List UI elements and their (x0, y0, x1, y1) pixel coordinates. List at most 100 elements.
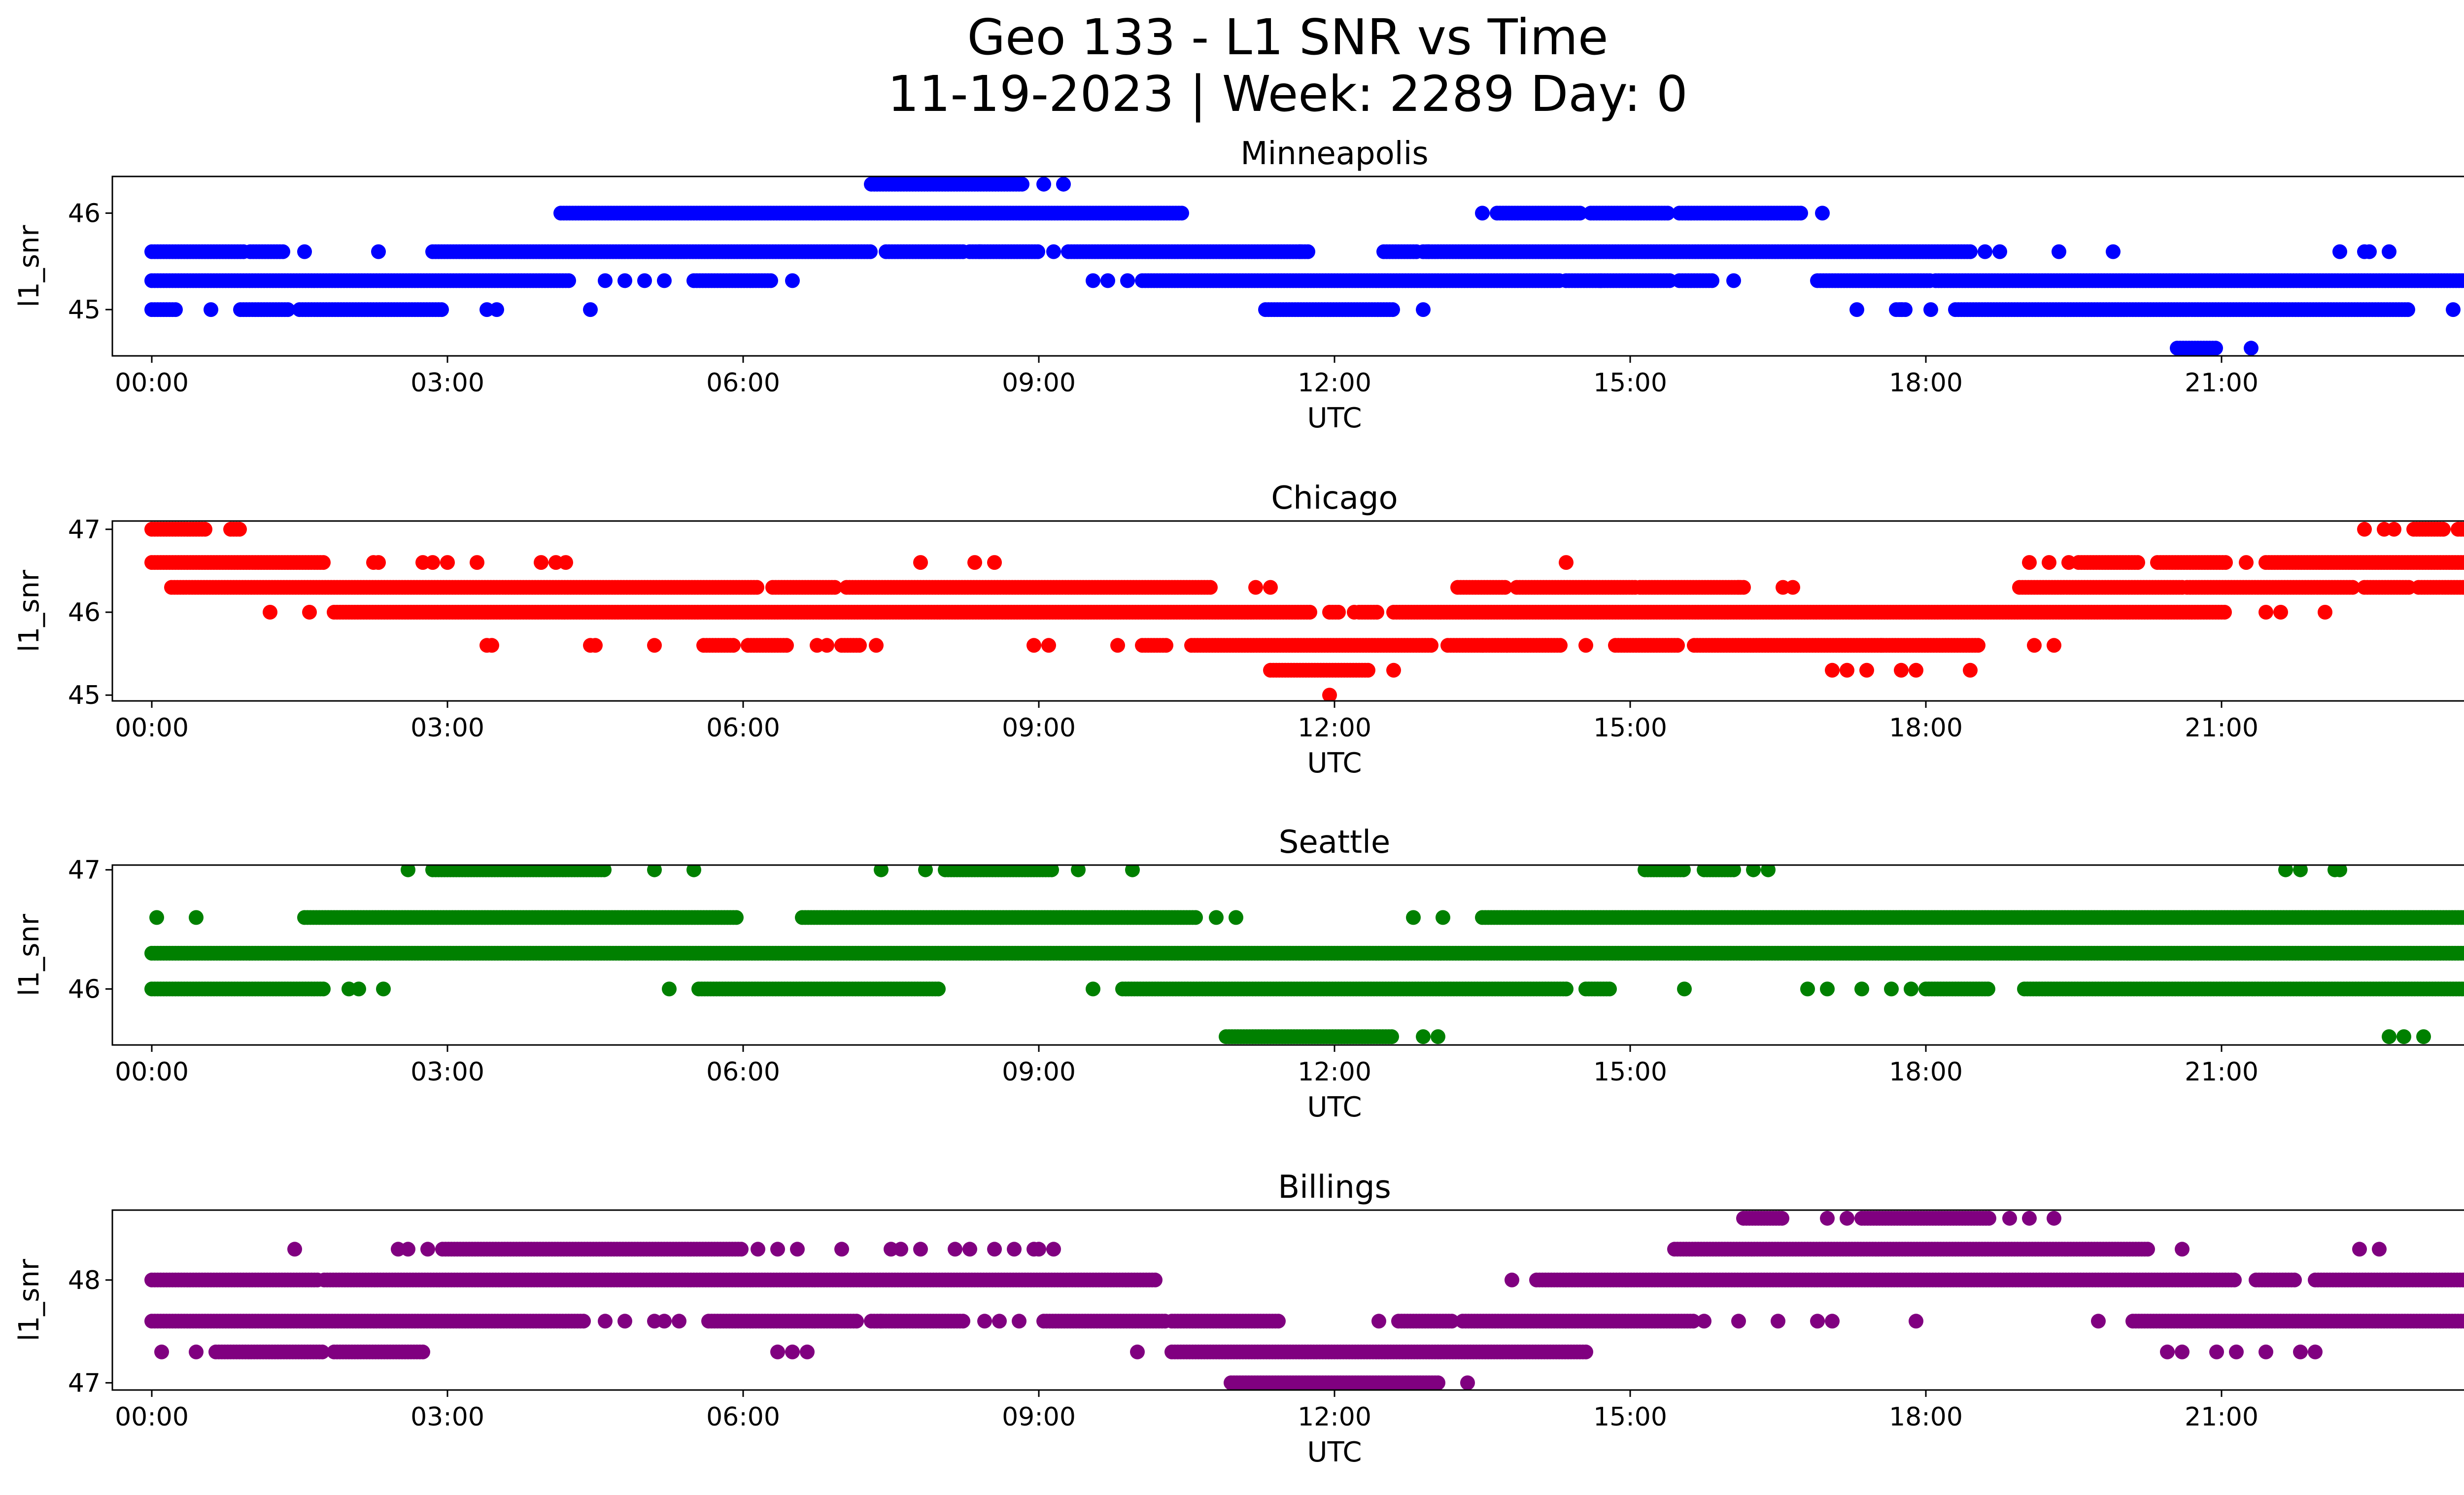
y-axis-label: l1_snr (13, 225, 45, 308)
data-point (2239, 555, 2254, 570)
x-axis-label: UTC (1307, 402, 1362, 434)
data-point (263, 605, 277, 620)
data-point (1840, 662, 1854, 678)
data-points (144, 865, 2464, 1044)
x-tick-label: 15:00 (1593, 368, 1667, 398)
data-point (1578, 638, 1593, 653)
data-point (275, 244, 290, 259)
data-point (1406, 910, 1421, 925)
series-row-45 (144, 302, 2461, 317)
data-point (647, 865, 662, 877)
data-point (1676, 865, 1691, 877)
data-point (827, 580, 842, 595)
data-point (434, 302, 449, 317)
data-point (1923, 302, 1938, 317)
series-row-47 (144, 522, 2464, 537)
data-point (302, 605, 317, 620)
data-point (1263, 580, 1278, 595)
data-point (198, 522, 212, 537)
data-point (2463, 524, 2464, 534)
data-point (2106, 244, 2121, 259)
data-point (597, 865, 612, 877)
data-point (852, 638, 867, 653)
data-point (1046, 244, 1061, 259)
data-point (1815, 206, 1830, 221)
y-axis-label: l1_snr (13, 569, 45, 652)
data-point (232, 522, 247, 537)
data-point (2278, 865, 2293, 877)
data-point (1475, 206, 1490, 221)
data-point (2463, 558, 2464, 567)
data-point (869, 638, 884, 653)
data-point (1894, 662, 1909, 678)
data-point (1361, 662, 1375, 678)
data-point (1825, 662, 1840, 678)
data-point (2022, 555, 2037, 570)
data-point (1086, 273, 1100, 288)
x-tick-label: 21:00 (2185, 368, 2259, 398)
data-point (1421, 244, 1436, 259)
data-point (1036, 176, 1051, 192)
figure-title-line1: Geo 133 - L1 SNR vs Time (967, 8, 1608, 66)
x-tick-label: 03:00 (411, 368, 484, 398)
data-point (401, 865, 415, 877)
x-tick-label: 06:00 (706, 713, 780, 743)
data-point (617, 273, 632, 288)
data-point (489, 302, 504, 317)
data-point (750, 580, 764, 595)
data-point (1785, 580, 1800, 595)
data-point (1188, 910, 1203, 925)
data-point (686, 865, 701, 877)
series-row-46 (263, 605, 2332, 620)
series-row-45.3 (1263, 662, 1978, 678)
data-point (1159, 638, 1173, 653)
data-point (1498, 580, 1512, 595)
data-point (316, 555, 331, 570)
y-tick-label: 45 (68, 295, 101, 325)
series-row-45.6 (479, 638, 2061, 653)
x-tick-label: 18:00 (1889, 713, 1963, 743)
data-point (1963, 662, 1978, 678)
data-point (1500, 638, 1514, 653)
data-point (1726, 273, 1741, 288)
data-point (1120, 273, 1135, 288)
data-point (371, 555, 386, 570)
data-point (2446, 302, 2461, 317)
data-point (189, 910, 204, 925)
data-point (598, 273, 613, 288)
data-point (1963, 244, 1978, 259)
data-point (2382, 244, 2396, 259)
data-point (1553, 638, 1568, 653)
data-point (2027, 638, 2042, 653)
data-point (2400, 302, 2415, 317)
data-point (1302, 605, 1317, 620)
data-point (2318, 605, 2332, 620)
data-point (1670, 638, 1685, 653)
data-point (2362, 244, 2377, 259)
series-row-46.3 (164, 580, 2464, 595)
data-point (1746, 865, 1761, 877)
data-point (1761, 865, 1776, 877)
data-point (2332, 865, 2347, 877)
data-point (779, 638, 794, 653)
data-point (168, 302, 183, 317)
data-point (2042, 555, 2056, 570)
data-point (2461, 274, 2464, 287)
data-point (1559, 555, 1574, 570)
data-point (763, 273, 778, 288)
data-point (657, 273, 672, 288)
data-point (1726, 865, 1741, 877)
series-row-45.6 (144, 244, 2396, 259)
data-point (2332, 244, 2347, 259)
series-row-44.6 (2170, 341, 2259, 356)
data-point (1369, 605, 1384, 620)
data-point (1322, 688, 1337, 701)
data-point (1203, 580, 1218, 595)
data-point (1978, 244, 1992, 259)
data-point (1385, 302, 1400, 317)
y-tick-label: 45 (68, 681, 101, 710)
x-tick-label: 09:00 (1002, 368, 1076, 398)
